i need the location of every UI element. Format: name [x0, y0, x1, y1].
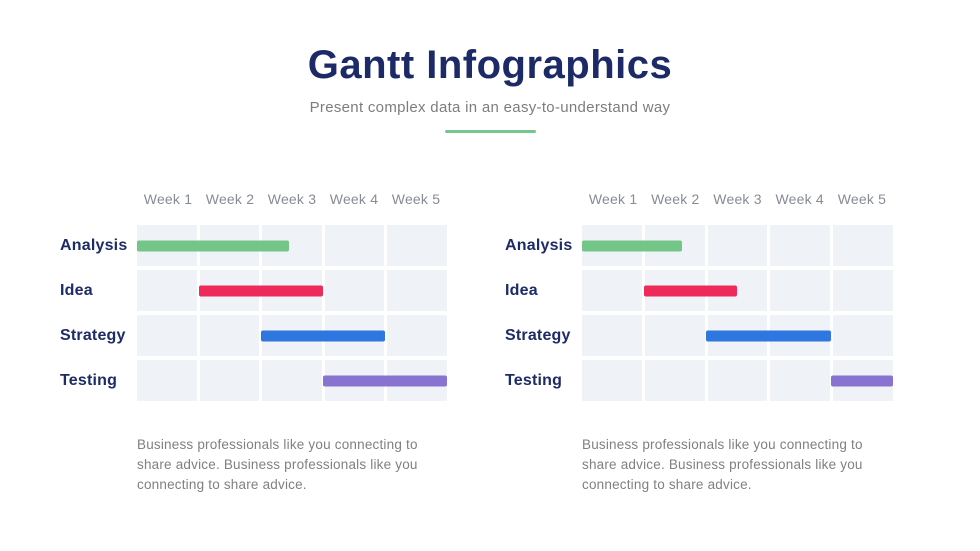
gantt-rows: Analysis Idea Strategy Testing [60, 225, 447, 401]
accent-divider [444, 130, 536, 133]
task-row: Strategy [505, 315, 893, 356]
task-label: Testing [60, 371, 118, 389]
task-track [137, 225, 447, 266]
week-tick-label: Week 3 [713, 191, 762, 207]
grid-cell [137, 270, 197, 311]
grid-cell [644, 360, 705, 401]
page-subtitle: Present complex data in an easy-to-under… [309, 99, 671, 116]
week-tick-label: Week 1 [588, 191, 638, 207]
week-tick-label: Week 4 [329, 191, 379, 207]
grid-cell [582, 315, 642, 356]
task-row: Idea [505, 270, 893, 311]
task-label: Strategy [505, 326, 571, 344]
grid-cell [387, 225, 447, 266]
gantt-bar-analysis [137, 240, 289, 251]
grid-cell [644, 315, 705, 356]
task-label: Testing [505, 371, 563, 389]
chart-caption-left: Business professionals like you connecti… [137, 437, 418, 492]
grid-cell [262, 360, 322, 401]
task-label: Analysis [505, 236, 573, 254]
grid-cell [199, 360, 260, 401]
chart-caption-right: Business professionals like you connecti… [582, 437, 863, 492]
week-tick-label: Week 2 [205, 191, 255, 207]
task-track [582, 225, 893, 266]
task-row: Analysis [60, 225, 447, 266]
grid-cell [387, 270, 447, 311]
grid-cell [387, 315, 447, 356]
task-row: Strategy [60, 315, 447, 356]
gantt-chart-left: Week 1 Week 2 Week 3 Week 4 Week 5 Analysis I… [60, 188, 447, 495]
week-tick-label: Week 4 [775, 191, 824, 207]
gantt-chart-right: Week 1 Week 2 Week 3 Week 4 Week 5 Analysis I… [505, 188, 893, 495]
grid-cell [199, 315, 260, 356]
gantt-rows: Analysis Idea Strategy Testing [505, 225, 893, 401]
task-row: Testing [60, 360, 447, 401]
week-header-row: Week 1 Week 2 Week 3 Week 4 Week 5 [582, 188, 893, 210]
task-row: Testing [505, 360, 893, 401]
grid-cell [137, 315, 197, 356]
gantt-bar-idea [644, 285, 738, 296]
task-label: Idea [60, 281, 93, 299]
grid-cell [770, 270, 831, 311]
grid-cell [582, 270, 642, 311]
task-label: Idea [505, 281, 538, 299]
gantt-bar-testing [323, 375, 447, 386]
task-row: Idea [60, 270, 447, 311]
week-tick-label: Week 5 [837, 191, 887, 207]
page-title: Gantt Infographics [307, 43, 673, 87]
task-row: Analysis [505, 225, 893, 266]
grid-cell [582, 360, 642, 401]
task-label: Strategy [60, 326, 126, 344]
grid-cell [137, 360, 197, 401]
week-header-row: Week 1 Week 2 Week 3 Week 4 Week 5 [137, 188, 447, 210]
grid-cell [770, 360, 831, 401]
task-track [137, 360, 447, 401]
task-track [582, 270, 893, 311]
grid-cell [707, 360, 768, 401]
gantt-bar-strategy [261, 330, 385, 341]
week-tick-label: Week 2 [651, 191, 700, 207]
grid-cell [833, 225, 893, 266]
header: Gantt Infographics Present complex data … [0, 0, 980, 133]
grid-cell [770, 225, 831, 266]
grid-cell [324, 225, 385, 266]
task-track [582, 315, 893, 356]
grid-cell [324, 270, 385, 311]
task-track [137, 315, 447, 356]
gantt-bar-testing [830, 375, 893, 386]
week-tick-label: Week 5 [391, 191, 441, 207]
grid-cell [707, 225, 768, 266]
gantt-bar-idea [199, 285, 323, 296]
week-tick-label: Week 3 [267, 191, 317, 207]
task-track [582, 360, 893, 401]
week-tick-label: Week 1 [143, 191, 193, 207]
gantt-bar-analysis [582, 240, 682, 251]
grid-cell [833, 315, 893, 356]
task-label: Analysis [60, 236, 128, 254]
gantt-bar-strategy [706, 330, 831, 341]
task-track [137, 270, 447, 311]
grid-cell [833, 270, 893, 311]
